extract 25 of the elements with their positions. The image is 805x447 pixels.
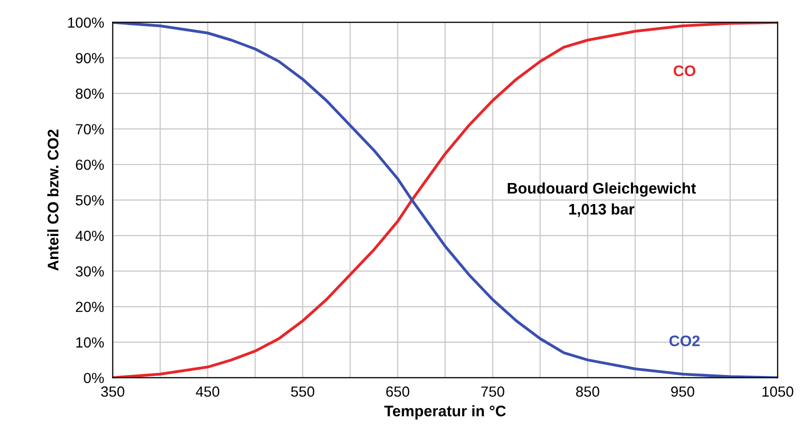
y-tick-label: 60% — [76, 160, 104, 170]
x-axis-title: Temperatur in °C — [384, 405, 506, 420]
x-tick-label: 650 — [386, 386, 410, 397]
y-tick-label: 30% — [76, 266, 104, 277]
y-tick-label: 0% — [84, 372, 104, 384]
y-axis-title: Anteil CO bzw. CO2 — [47, 130, 58, 271]
y-tick-label: 90% — [76, 52, 104, 64]
x-tick-label: 850 — [576, 386, 600, 397]
x-tick-label: 1050 — [762, 386, 794, 397]
y-tick-label: 70% — [76, 124, 104, 134]
line-series — [112, 22, 778, 378]
y-tick-label: 50% — [76, 195, 104, 206]
y-tick-label: 20% — [76, 302, 104, 312]
annotation: Boudouard Gleichgewicht 1,013 bar — [508, 182, 696, 217]
x-tick-label: 550 — [291, 386, 314, 397]
y-tick-label: 80% — [76, 88, 104, 99]
series-label: CO2 — [669, 335, 700, 346]
x-tick-label: 450 — [196, 386, 220, 397]
x-tick-label: 750 — [481, 386, 504, 397]
y-tick-label: 100% — [68, 17, 104, 28]
y-tick-label: 40% — [76, 230, 104, 241]
y-tick-label: 10% — [76, 337, 104, 348]
x-tick-label: 950 — [671, 386, 694, 397]
text: CO — [674, 65, 696, 76]
x-tick-label: 350 — [101, 386, 124, 397]
